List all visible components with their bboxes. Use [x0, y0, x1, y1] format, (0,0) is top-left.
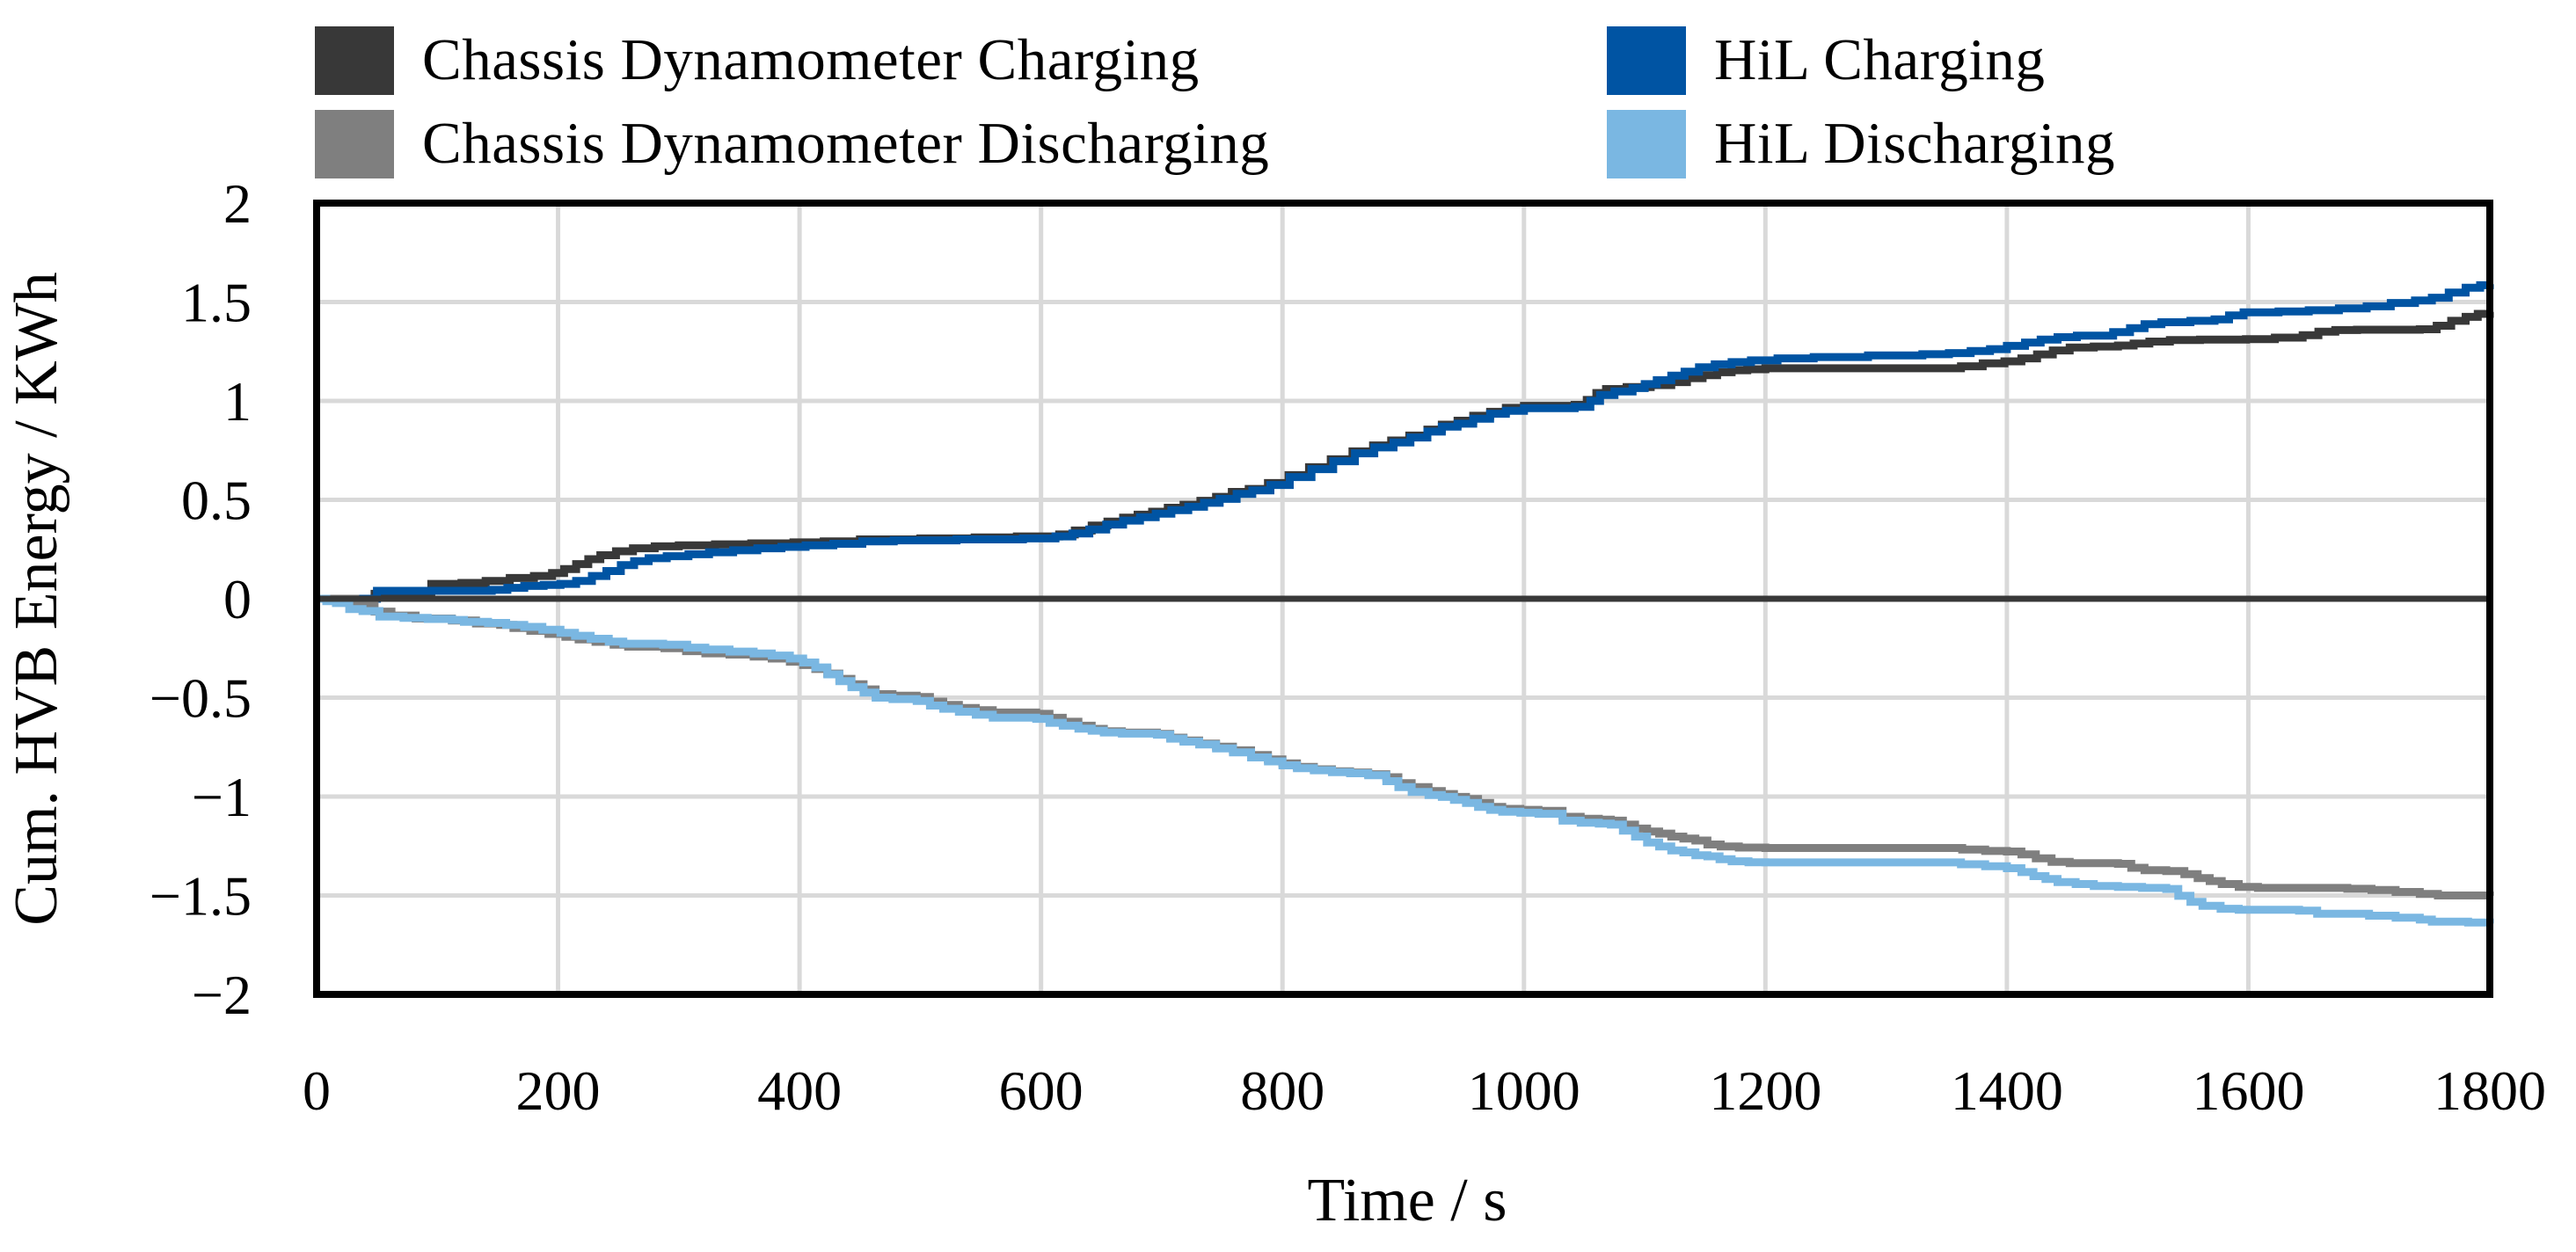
y-axis-title: Cum. HVB Energy / KWh — [3, 272, 70, 925]
x-tick-label: 1400 — [1951, 1059, 2063, 1122]
legend-item-hil-discharging: HiL Discharging — [1607, 110, 2115, 178]
legend-item-chassis-charging: Chassis Dynamometer Charging — [315, 26, 1607, 95]
legend-label-hil-discharging: HiL Discharging — [1714, 111, 2115, 177]
y-tick-label: 2 — [223, 172, 252, 235]
legend-item-chassis-discharging: Chassis Dynamometer Discharging — [315, 110, 1607, 178]
x-tick-label: 1800 — [2434, 1059, 2546, 1122]
y-tick-label: −0.5 — [150, 667, 252, 730]
legend-label-chassis-discharging: Chassis Dynamometer Discharging — [422, 111, 1270, 177]
y-tick-label: 1 — [223, 370, 252, 433]
legend-label-hil-charging: HiL Charging — [1714, 27, 2046, 93]
x-tick-label: 1600 — [2192, 1059, 2304, 1122]
y-tick-labels: 2 1.5 1 0.5 0 −0.5 −1 −1.5 −2 — [150, 172, 252, 1026]
x-tick-labels: 0 200 400 600 800 1000 1200 1400 1600 1800 — [303, 1059, 2546, 1122]
y-tick-label: −1.5 — [150, 865, 252, 928]
y-tick-label: 0.5 — [181, 470, 252, 532]
y-tick-label: −1 — [192, 766, 252, 828]
x-tick-label: 600 — [999, 1059, 1084, 1122]
x-tick-label: 1000 — [1468, 1059, 1580, 1122]
legend: Chassis Dynamometer Charging HiL Chargin… — [315, 26, 2115, 178]
x-tick-label: 200 — [516, 1059, 601, 1122]
hil-discharging-swatch — [1607, 110, 1686, 178]
series-line-hil-discharging — [317, 594, 2494, 927]
y-tick-label: 0 — [223, 568, 252, 630]
series-lines — [317, 280, 2494, 927]
hil-charging-swatch — [1607, 26, 1686, 95]
x-tick-label: 0 — [303, 1059, 331, 1122]
x-tick-label: 800 — [1240, 1059, 1324, 1122]
gridlines — [317, 203, 2490, 994]
legend-label-chassis-charging: Chassis Dynamometer Charging — [422, 27, 1200, 93]
plot-border — [313, 200, 2493, 998]
x-tick-label: 400 — [757, 1059, 842, 1122]
x-axis-title: Time / s — [1308, 1167, 1507, 1234]
x-tick-label: 1200 — [1709, 1059, 1821, 1122]
series-line-chassis-dynamometer-charging — [317, 309, 2494, 603]
legend-item-hil-charging: HiL Charging — [1607, 26, 2115, 95]
chassis-charging-swatch — [315, 26, 394, 95]
plot-border-rect — [313, 200, 2493, 998]
y-tick-label: 1.5 — [181, 272, 252, 334]
chassis-discharging-swatch — [315, 110, 394, 178]
series-line-hil-charging — [317, 280, 2494, 603]
y-tick-label: −2 — [192, 964, 252, 1026]
